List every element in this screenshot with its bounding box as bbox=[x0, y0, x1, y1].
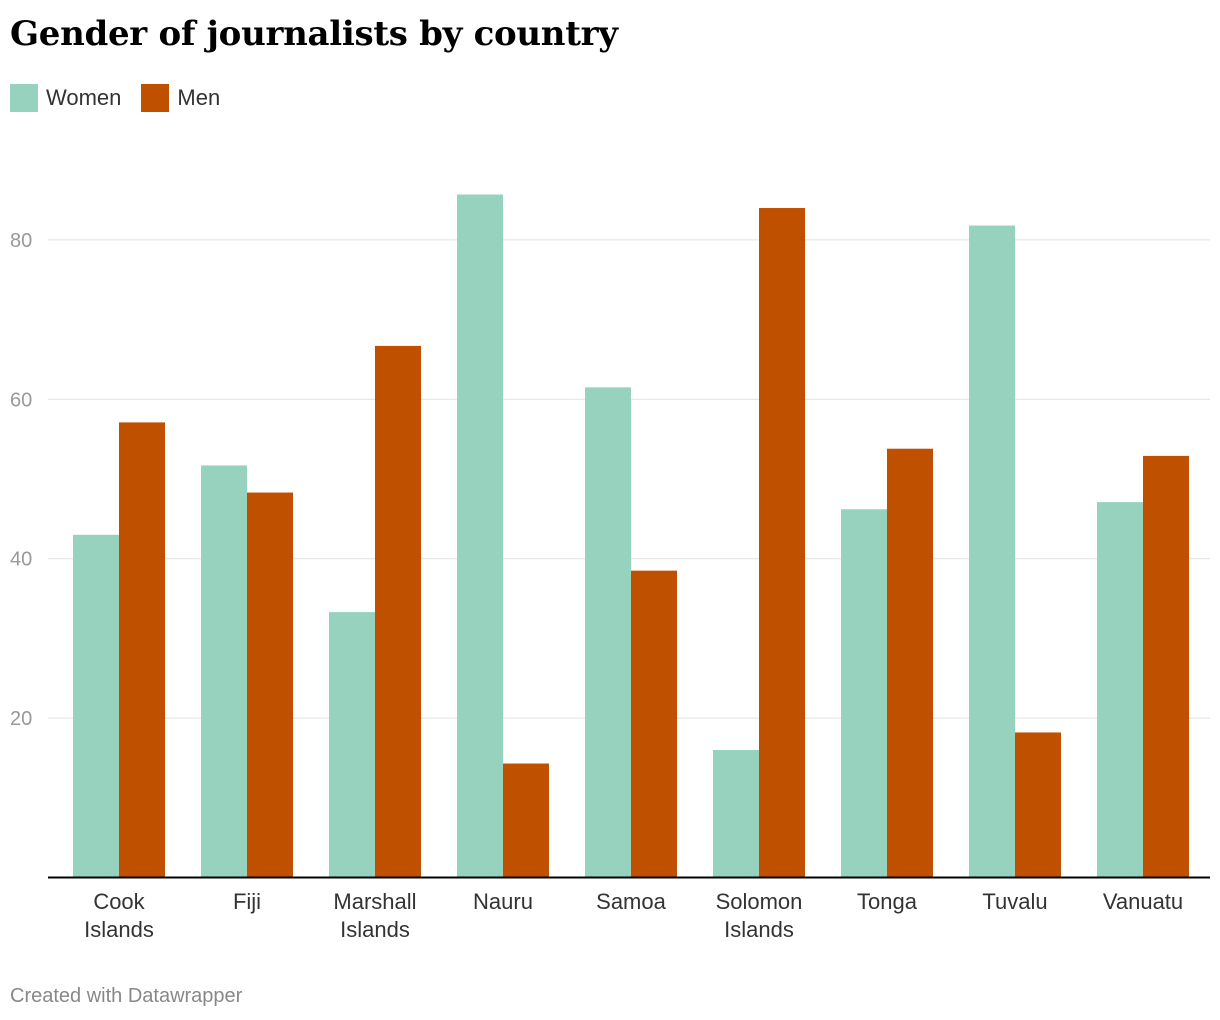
bar-women-3 bbox=[457, 194, 503, 878]
bar-men-7 bbox=[1015, 732, 1061, 878]
bar-women-8 bbox=[1097, 502, 1143, 878]
legend-label-men: Men bbox=[177, 85, 221, 110]
bar-men-1 bbox=[247, 492, 293, 878]
bar-men-8 bbox=[1143, 455, 1189, 878]
y-tick-label-20: 20 bbox=[10, 708, 32, 730]
x-tick-label-1-0: Fiji bbox=[233, 889, 261, 914]
x-tick-label-7-0: Tuvalu bbox=[982, 889, 1047, 914]
legend-item-women: Women bbox=[10, 84, 121, 112]
x-tick-label-0-0: Cook bbox=[93, 889, 145, 914]
bar-men-3 bbox=[503, 763, 549, 878]
bar-women-0 bbox=[73, 534, 119, 878]
x-tick-label-0-1: Islands bbox=[84, 917, 154, 942]
x-tick-label-5-0: Solomon bbox=[716, 889, 803, 914]
x-tick-label-2-0: Marshall bbox=[333, 889, 416, 914]
bar-chart: 20 40 60 80 Cook Islands Fiji Marshall Islands Na… bbox=[10, 194, 1210, 942]
legend: Women Men bbox=[10, 84, 240, 112]
chart-title: Gender of journalists by country bbox=[10, 14, 618, 54]
x-tick-label-2-1: Islands bbox=[340, 917, 410, 942]
x-tick-label-4-0: Samoa bbox=[596, 889, 666, 914]
x-tick-label-3-0: Nauru bbox=[473, 889, 533, 914]
bar-women-6 bbox=[841, 509, 887, 878]
x-tick-label-6-0: Tonga bbox=[857, 889, 918, 914]
bar-women-5 bbox=[713, 749, 759, 878]
x-tick-label-8-0: Vanuatu bbox=[1103, 889, 1183, 914]
legend-swatch-women bbox=[10, 84, 38, 112]
bar-women-1 bbox=[201, 465, 247, 878]
bar-men-2 bbox=[375, 345, 421, 878]
bar-women-4 bbox=[585, 387, 631, 878]
legend-item-men: Men bbox=[141, 84, 220, 112]
credit-text: Created with Datawrapper bbox=[10, 985, 243, 1007]
bar-women-2 bbox=[329, 612, 375, 878]
y-tick-label-40: 40 bbox=[10, 549, 32, 571]
legend-swatch-men bbox=[141, 84, 170, 112]
bar-women-7 bbox=[969, 225, 1015, 878]
bar-men-4 bbox=[631, 570, 677, 878]
bar-men-6 bbox=[887, 448, 933, 878]
x-tick-label-5-1: Islands bbox=[724, 917, 794, 942]
bar-men-5 bbox=[759, 208, 805, 878]
legend-label-women: Women bbox=[46, 85, 122, 110]
y-tick-label-60: 60 bbox=[10, 389, 32, 411]
y-tick-label-80: 80 bbox=[10, 230, 32, 252]
bar-men-0 bbox=[119, 422, 165, 878]
